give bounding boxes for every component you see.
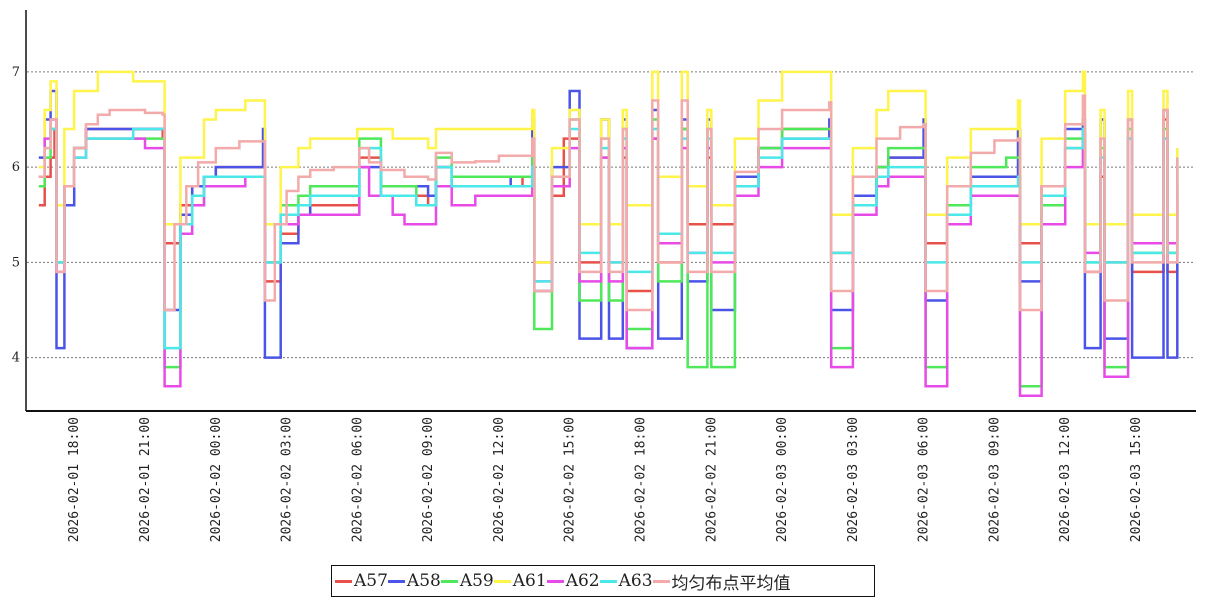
legend-swatch [440,579,458,583]
legend-item: A61 [493,571,547,591]
legend-label: A57 [354,571,388,591]
y-tick-label: 7 [12,65,20,80]
x-tick-label: 2026-02-02 21:00 [704,417,719,542]
series-lines [38,70,1179,397]
legend-label: A58 [406,571,441,591]
y-tick-label: 6 [12,160,20,175]
x-tick-label: 2026-02-02 06:00 [350,417,365,542]
legend-label: A62 [565,571,600,591]
x-tick-labels: 2026-02-01 18:00 2026-02-01 21:00 2026-02-… [67,417,1144,542]
legend-item: A62 [546,571,600,591]
x-tick-label: 2026-02-03 03:00 [846,417,861,542]
legend-label: 均匀布点平均值 [671,573,791,594]
legend-label: A61 [512,571,547,591]
x-tick-label: 2026-02-03 09:00 [987,417,1002,542]
legend-swatch [493,579,511,583]
y-tick-label: 5 [12,255,20,270]
x-tick-label: 2026-02-02 09:00 [421,417,436,542]
x-tick-label: 2026-02-02 00:00 [209,417,224,542]
legend-label: A59 [459,571,494,591]
x-tick-label: 2026-02-02 18:00 [633,417,648,542]
x-tick-label: 2026-02-01 18:00 [67,417,82,542]
legend-swatch [599,579,617,583]
legend-item: 均匀布点平均值 [652,569,791,594]
x-tick-label: 2026-02-03 15:00 [1129,417,1144,542]
legend-swatch [546,579,564,583]
x-tick-label: 2026-02-03 06:00 [917,417,932,542]
series-line-7 [38,94,1179,312]
y-tick-label: 4 [12,351,20,366]
legend-label: A63 [618,571,653,591]
legend-item: A57 [335,571,388,591]
x-tick-label: 2026-02-02 03:00 [280,417,295,542]
legend-item: A63 [599,571,653,591]
y-tick-labels: 4 5 6 7 [12,65,20,366]
legend-item: A58 [387,571,441,591]
x-tick-label: 2026-02-03 12:00 [1058,417,1073,542]
x-tick-label: 2026-02-02 15:00 [563,417,578,542]
x-tick-label: 2026-02-03 00:00 [775,417,790,542]
legend-item: A59 [440,571,494,591]
legend-swatch [387,579,405,583]
axes [25,10,1196,412]
legend-swatch [335,579,352,583]
x-tick-label: 2026-02-02 12:00 [492,417,507,542]
legend: A57 A58 A59 A61 A62 A63 均匀布点平均值 [331,565,875,597]
x-tick-label: 2026-02-01 21:00 [138,417,153,542]
legend-swatch [652,579,670,583]
